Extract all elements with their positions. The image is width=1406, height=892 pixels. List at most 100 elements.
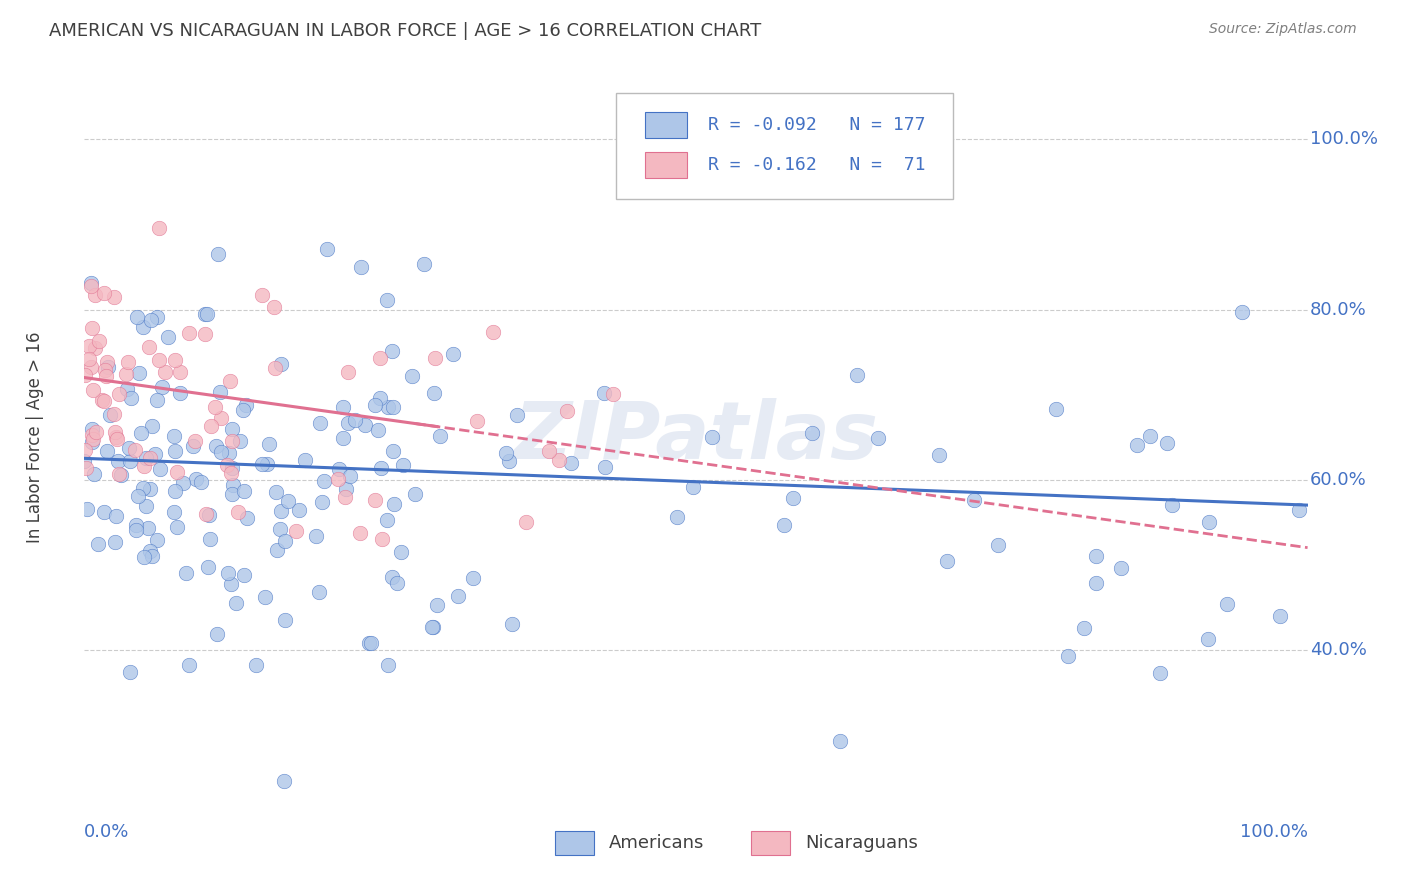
Point — [665, 509, 688, 524]
Point — [481, 325, 503, 339]
Point — [1126, 438, 1149, 452]
Point — [105, 429, 128, 443]
Point — [263, 300, 285, 314]
Point — [229, 434, 252, 449]
Point — [963, 492, 986, 507]
Point — [326, 473, 349, 487]
FancyBboxPatch shape — [616, 94, 953, 200]
Point — [277, 494, 299, 508]
Point — [377, 658, 399, 673]
Point — [79, 351, 101, 366]
Point — [194, 507, 217, 521]
Point — [163, 444, 186, 458]
Point — [135, 451, 157, 466]
Point — [928, 449, 950, 463]
Point — [207, 246, 229, 260]
Point — [266, 542, 288, 557]
Point — [270, 504, 292, 518]
Point — [538, 443, 561, 458]
Point — [392, 458, 415, 472]
Point — [179, 658, 201, 673]
Point — [93, 393, 115, 408]
Point — [139, 544, 162, 558]
Point — [134, 459, 156, 474]
Point — [87, 334, 110, 348]
Point — [184, 434, 207, 448]
Point — [259, 437, 281, 451]
Point — [184, 472, 207, 486]
Text: 80.0%: 80.0% — [1310, 301, 1367, 318]
Point — [294, 453, 316, 467]
Point — [866, 431, 889, 445]
Point — [103, 407, 125, 421]
Point — [96, 354, 118, 368]
Point — [226, 505, 249, 519]
Point — [370, 461, 392, 475]
Point — [98, 408, 121, 422]
Point — [311, 495, 333, 509]
Point — [235, 398, 257, 412]
Point — [364, 398, 387, 412]
Point — [200, 419, 222, 434]
Point — [103, 290, 125, 304]
Point — [828, 734, 851, 748]
Point — [205, 626, 228, 640]
Point — [166, 465, 188, 479]
Point — [118, 441, 141, 455]
Point — [505, 408, 527, 422]
Point — [381, 344, 404, 359]
Point — [381, 570, 404, 584]
Text: 100.0%: 100.0% — [1310, 130, 1378, 148]
Point — [80, 276, 103, 290]
Point — [354, 418, 377, 433]
Point — [592, 386, 614, 401]
Point — [269, 522, 291, 536]
Point — [155, 366, 177, 380]
Point — [75, 461, 97, 475]
Point — [93, 505, 115, 519]
Point — [128, 366, 150, 380]
Point — [441, 347, 464, 361]
Point — [413, 257, 436, 271]
Point — [73, 442, 96, 457]
Point — [104, 508, 127, 523]
Point — [108, 387, 131, 401]
Point — [593, 459, 616, 474]
Point — [381, 400, 404, 414]
Point — [252, 288, 274, 302]
Point — [209, 384, 232, 399]
Point — [284, 524, 307, 538]
Point — [97, 359, 120, 374]
Text: Source: ZipAtlas.com: Source: ZipAtlas.com — [1209, 22, 1357, 37]
Point — [82, 432, 104, 446]
Point — [110, 468, 132, 483]
Point — [115, 367, 138, 381]
Point — [209, 411, 232, 425]
Point — [75, 368, 97, 383]
Point — [156, 330, 179, 344]
Text: 40.0%: 40.0% — [1310, 640, 1367, 658]
Point — [132, 481, 155, 495]
Point — [423, 386, 446, 401]
Point — [141, 549, 163, 564]
Point — [221, 460, 243, 475]
Point — [135, 499, 157, 513]
Point — [1085, 549, 1108, 563]
Point — [177, 326, 200, 340]
Point — [332, 401, 354, 415]
Point — [264, 484, 287, 499]
Point — [127, 490, 149, 504]
Point — [515, 515, 537, 529]
FancyBboxPatch shape — [555, 831, 595, 855]
Point — [422, 620, 444, 634]
Point — [1232, 304, 1254, 318]
Point — [146, 533, 169, 547]
Point — [82, 320, 104, 334]
Point — [146, 310, 169, 324]
Point — [217, 566, 239, 580]
Point — [104, 534, 127, 549]
Point — [139, 451, 162, 466]
Point — [350, 260, 373, 275]
Text: 100.0%: 100.0% — [1240, 823, 1308, 841]
Point — [105, 432, 128, 446]
